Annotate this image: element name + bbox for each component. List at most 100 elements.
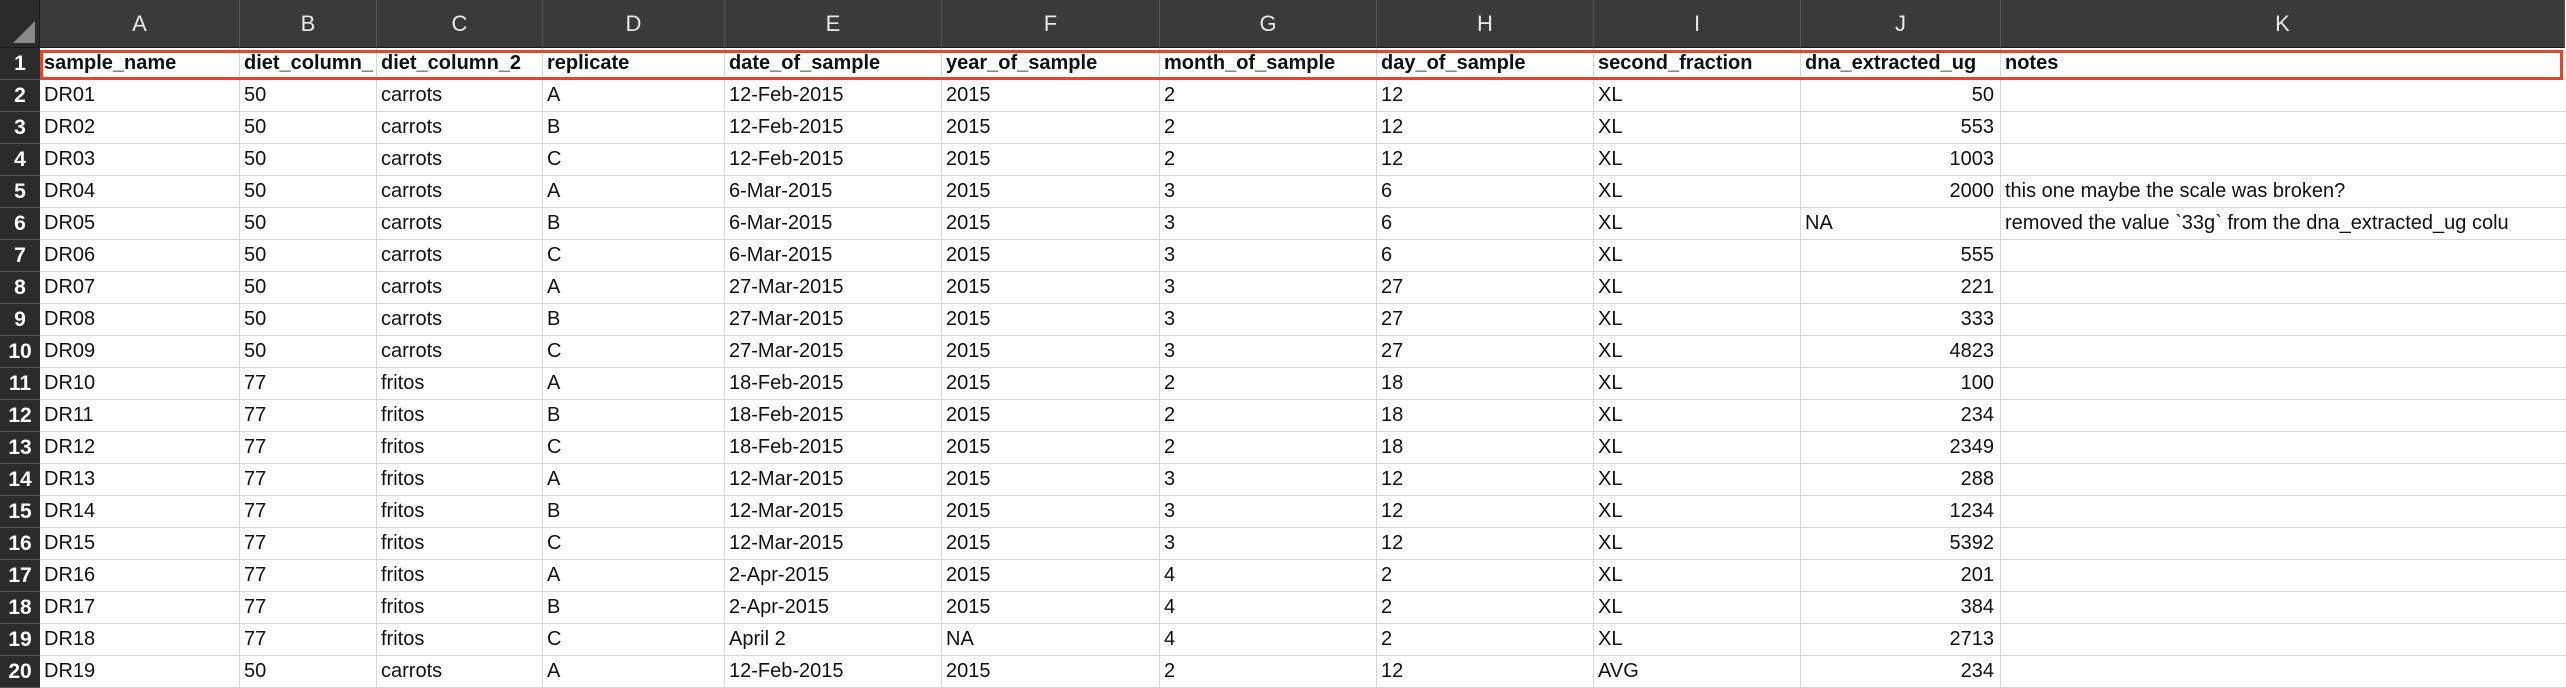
row-header[interactable]: 18 — [0, 592, 40, 624]
cell-k3[interactable] — [2001, 112, 2565, 144]
cell-b4[interactable]: 50 — [240, 144, 377, 176]
cell-a4[interactable]: DR03 — [40, 144, 240, 176]
cell-k12[interactable] — [2001, 400, 2565, 432]
cell-g5[interactable]: 3 — [1160, 176, 1377, 208]
cell-e2[interactable]: 12-Feb-2015 — [725, 80, 942, 112]
cell-j18[interactable]: 384 — [1801, 592, 2001, 624]
cell-a6[interactable]: DR05 — [40, 208, 240, 240]
cell-i4[interactable]: XL — [1594, 144, 1801, 176]
cell-e9[interactable]: 27-Mar-2015 — [725, 304, 942, 336]
cell-d10[interactable]: C — [543, 336, 725, 368]
cell-k9[interactable] — [2001, 304, 2565, 336]
row-header[interactable]: 10 — [0, 336, 40, 368]
cell-b8[interactable]: 50 — [240, 272, 377, 304]
cell-j3[interactable]: 553 — [1801, 112, 2001, 144]
cell-a5[interactable]: DR04 — [40, 176, 240, 208]
row-header[interactable]: 13 — [0, 432, 40, 464]
cell-h12[interactable]: 18 — [1377, 400, 1594, 432]
cell-b9[interactable]: 50 — [240, 304, 377, 336]
cell-g16[interactable]: 3 — [1160, 528, 1377, 560]
row-header[interactable]: 15 — [0, 496, 40, 528]
cell-a2[interactable]: DR01 — [40, 80, 240, 112]
cell-c16[interactable]: fritos — [377, 528, 543, 560]
cell-g1[interactable]: month_of_sample — [1160, 48, 1377, 80]
cell-d9[interactable]: B — [543, 304, 725, 336]
cell-g3[interactable]: 2 — [1160, 112, 1377, 144]
cell-g9[interactable]: 3 — [1160, 304, 1377, 336]
cell-j2[interactable]: 50 — [1801, 80, 2001, 112]
cell-g14[interactable]: 3 — [1160, 464, 1377, 496]
cell-d11[interactable]: A — [543, 368, 725, 400]
cell-a15[interactable]: DR14 — [40, 496, 240, 528]
column-header-g[interactable]: G — [1160, 0, 1377, 48]
cell-c1[interactable]: diet_column_2 — [377, 48, 543, 80]
cell-a1[interactable]: sample_name — [40, 48, 240, 80]
cell-k20[interactable] — [2001, 656, 2565, 688]
cell-j7[interactable]: 555 — [1801, 240, 2001, 272]
cell-a14[interactable]: DR13 — [40, 464, 240, 496]
cell-c7[interactable]: carrots — [377, 240, 543, 272]
cell-f12[interactable]: 2015 — [942, 400, 1160, 432]
cell-c6[interactable]: carrots — [377, 208, 543, 240]
cell-i11[interactable]: XL — [1594, 368, 1801, 400]
cell-h17[interactable]: 2 — [1377, 560, 1594, 592]
cell-c13[interactable]: fritos — [377, 432, 543, 464]
cell-k7[interactable] — [2001, 240, 2565, 272]
cell-h8[interactable]: 27 — [1377, 272, 1594, 304]
row-header[interactable]: 12 — [0, 400, 40, 432]
cell-h4[interactable]: 12 — [1377, 144, 1594, 176]
cell-h15[interactable]: 12 — [1377, 496, 1594, 528]
cell-b6[interactable]: 50 — [240, 208, 377, 240]
cell-j5[interactable]: 2000 — [1801, 176, 2001, 208]
cell-c8[interactable]: carrots — [377, 272, 543, 304]
column-header-e[interactable]: E — [725, 0, 942, 48]
cell-e18[interactable]: 2-Apr-2015 — [725, 592, 942, 624]
row-header[interactable]: 7 — [0, 240, 40, 272]
cell-h3[interactable]: 12 — [1377, 112, 1594, 144]
cell-h13[interactable]: 18 — [1377, 432, 1594, 464]
cell-b16[interactable]: 77 — [240, 528, 377, 560]
cell-j9[interactable]: 333 — [1801, 304, 2001, 336]
cell-a8[interactable]: DR07 — [40, 272, 240, 304]
cell-g4[interactable]: 2 — [1160, 144, 1377, 176]
cell-k15[interactable] — [2001, 496, 2565, 528]
column-header-i[interactable]: I — [1594, 0, 1801, 48]
cell-j20[interactable]: 234 — [1801, 656, 2001, 688]
cell-c19[interactable]: fritos — [377, 624, 543, 656]
cell-f17[interactable]: 2015 — [942, 560, 1160, 592]
cell-j11[interactable]: 100 — [1801, 368, 2001, 400]
cell-c20[interactable]: carrots — [377, 656, 543, 688]
cell-e7[interactable]: 6-Mar-2015 — [725, 240, 942, 272]
cell-j17[interactable]: 201 — [1801, 560, 2001, 592]
cell-c14[interactable]: fritos — [377, 464, 543, 496]
cell-i10[interactable]: XL — [1594, 336, 1801, 368]
cell-k1[interactable]: notes — [2001, 48, 2565, 80]
cell-i5[interactable]: XL — [1594, 176, 1801, 208]
cell-h10[interactable]: 27 — [1377, 336, 1594, 368]
select-all-corner[interactable] — [0, 0, 40, 48]
cell-c3[interactable]: carrots — [377, 112, 543, 144]
cell-f19[interactable]: NA — [942, 624, 1160, 656]
cell-d2[interactable]: A — [543, 80, 725, 112]
cell-e20[interactable]: 12-Feb-2015 — [725, 656, 942, 688]
cell-e1[interactable]: date_of_sample — [725, 48, 942, 80]
cell-d3[interactable]: B — [543, 112, 725, 144]
cell-g11[interactable]: 2 — [1160, 368, 1377, 400]
cell-g18[interactable]: 4 — [1160, 592, 1377, 624]
cell-e8[interactable]: 27-Mar-2015 — [725, 272, 942, 304]
cell-b11[interactable]: 77 — [240, 368, 377, 400]
cell-e13[interactable]: 18-Feb-2015 — [725, 432, 942, 464]
cell-b1[interactable]: diet_column_ — [240, 48, 377, 80]
cell-j10[interactable]: 4823 — [1801, 336, 2001, 368]
cell-d13[interactable]: C — [543, 432, 725, 464]
cell-g17[interactable]: 4 — [1160, 560, 1377, 592]
cell-h2[interactable]: 12 — [1377, 80, 1594, 112]
cell-d14[interactable]: A — [543, 464, 725, 496]
cell-d6[interactable]: B — [543, 208, 725, 240]
cell-f8[interactable]: 2015 — [942, 272, 1160, 304]
cell-g7[interactable]: 3 — [1160, 240, 1377, 272]
cell-k19[interactable] — [2001, 624, 2565, 656]
cell-e14[interactable]: 12-Mar-2015 — [725, 464, 942, 496]
cell-h18[interactable]: 2 — [1377, 592, 1594, 624]
cell-i7[interactable]: XL — [1594, 240, 1801, 272]
